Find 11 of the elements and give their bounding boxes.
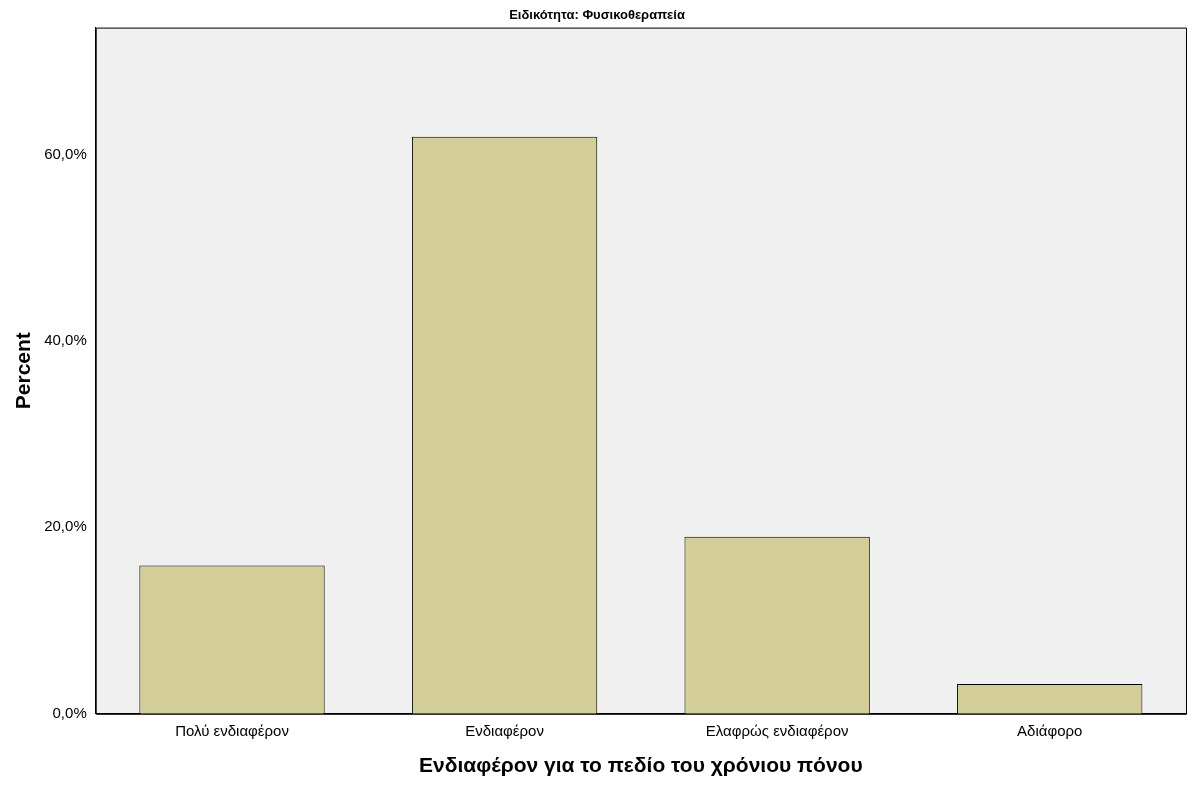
x-axis-title: Ενδιαφέρον για το πεδίο του χρόνιου πόνου bbox=[419, 753, 863, 777]
chart-title: Ειδικότητα: Φυσικοθεραπεία bbox=[509, 7, 685, 23]
x-tick-label: Πολύ ενδιαφέρον bbox=[175, 721, 289, 739]
y-tick-label: 0,0% bbox=[52, 703, 87, 721]
x-tick-label: Αδιάφορο bbox=[1017, 721, 1083, 739]
y-tick-label: 60,0% bbox=[44, 144, 87, 162]
y-tick-label: 20,0% bbox=[44, 517, 87, 535]
x-tick-label: Ενδιαφέρον bbox=[465, 721, 544, 739]
y-tick-label: 40,0% bbox=[44, 331, 87, 349]
x-tick-label: Ελαφρώς ενδιαφέρον bbox=[705, 721, 849, 739]
y-axis-title: Percent bbox=[11, 332, 35, 410]
